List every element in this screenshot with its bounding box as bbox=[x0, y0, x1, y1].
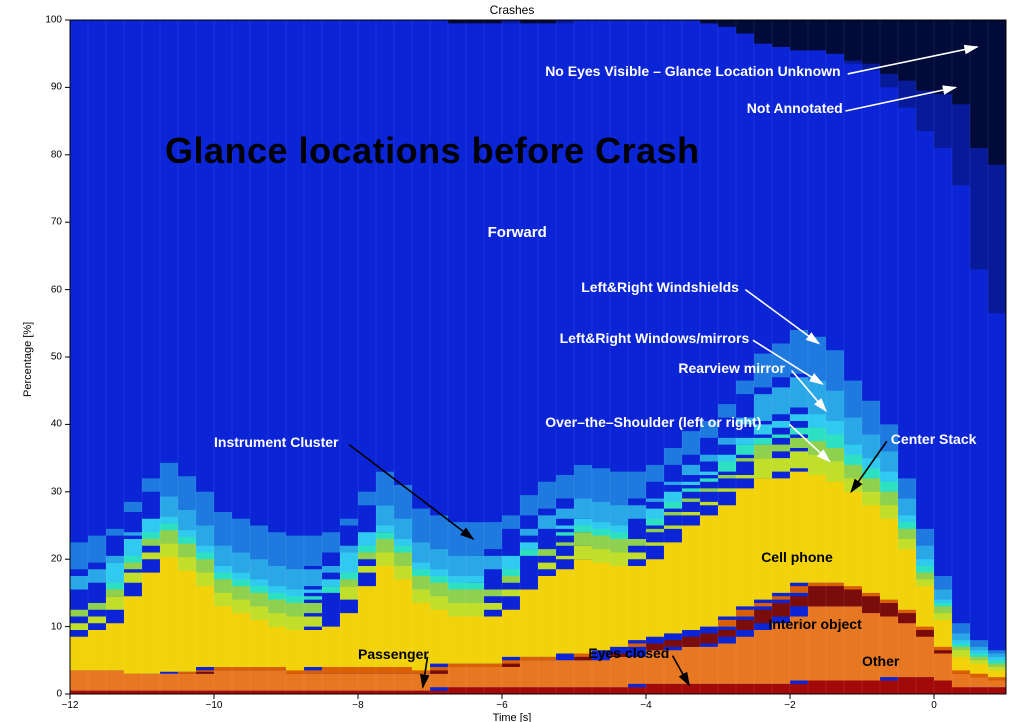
y-tick-label: 10 bbox=[51, 621, 62, 632]
y-tick-label: 50 bbox=[51, 352, 62, 363]
y-tick-label: 20 bbox=[51, 554, 62, 565]
y-tick-label: 100 bbox=[45, 15, 62, 26]
y-tick-label: 0 bbox=[56, 689, 62, 700]
y-tick-label: 70 bbox=[51, 217, 62, 228]
chart-svg bbox=[0, 0, 1024, 722]
x-tick-label: −12 bbox=[62, 700, 79, 711]
y-tick-label: 60 bbox=[51, 284, 62, 295]
x-tick-label: −4 bbox=[640, 700, 651, 711]
y-tick-label: 40 bbox=[51, 419, 62, 430]
y-tick-label: 90 bbox=[51, 82, 62, 93]
x-tick-label: 0 bbox=[931, 700, 937, 711]
x-tick-label: −8 bbox=[352, 700, 363, 711]
x-tick-label: −2 bbox=[784, 700, 795, 711]
y-axis-label: Percentage [%] bbox=[22, 322, 34, 397]
y-tick-label: 80 bbox=[51, 149, 62, 160]
y-tick-label: 30 bbox=[51, 486, 62, 497]
x-tick-label: −10 bbox=[206, 700, 223, 711]
overlay-title: Glance locations before Crash bbox=[165, 130, 700, 172]
x-axis-label: Time [s] bbox=[0, 712, 1024, 722]
x-tick-label: −6 bbox=[496, 700, 507, 711]
